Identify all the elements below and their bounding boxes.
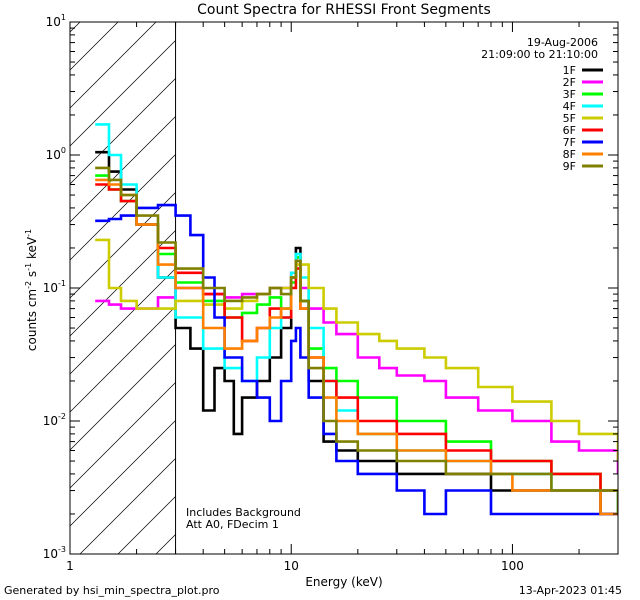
y-tick-label: 10-2 [43,412,66,428]
y-tick-label: 100 [46,146,66,162]
legend-label: 7F [563,136,576,149]
legend-label: 9F [563,160,576,173]
annotation-background: Includes Background [186,506,301,519]
time-range-label: 21:09:00 to 21:10:00 [481,48,598,61]
x-tick-label: 10 [284,559,299,573]
series-9F [95,166,618,514]
series-7F [95,203,618,516]
series-5F [95,238,618,461]
legend-label: 6F [563,124,576,137]
y-axis-label: counts cm-2 s-1 keV-1 [24,229,39,351]
hatched-region [70,22,176,554]
chart-title: Count Spectra for RHESSI Front Segments [197,2,491,18]
y-tick-label: 10-3 [43,545,66,561]
annotation-attenuator: Att A0, FDecim 1 [186,518,279,531]
legend-label: 8F [563,148,576,161]
date-label: 19-Aug-2006 [527,36,598,49]
y-axis: 101 100 10-1 10-2 10-3 [43,13,618,561]
x-tick-label: 100 [501,559,524,573]
x-axis-label: Energy (keV) [305,575,382,589]
legend-label: 1F [563,64,576,77]
legend-label: 3F [563,88,576,101]
x-tick-label: 1 [66,559,74,573]
footer-generated-by: Generated by hsi_min_spectra_plot.pro [4,584,220,597]
legend-label: 5F [563,112,576,125]
y-tick-label: 10-1 [43,279,66,295]
footer-timestamp: 13-Apr-2023 01:45 [519,584,622,597]
legend-label: 2F [563,76,576,89]
x-axis: 1 10 100 [66,22,619,573]
y-tick-label: 101 [46,13,66,29]
legend-label: 4F [563,100,576,113]
series-layer [95,123,618,516]
